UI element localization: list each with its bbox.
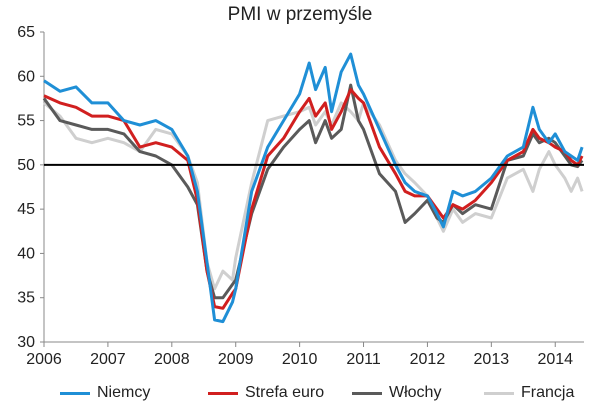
x-tick-label: 2006 [26, 351, 62, 368]
legend-label: Niemcy [97, 384, 151, 401]
y-tick-label: 60 [17, 68, 35, 85]
x-tick-label: 2011 [346, 351, 381, 368]
legend-swatch [352, 391, 382, 395]
legend-label: Strefa euro [245, 384, 325, 401]
x-tick-label: 2007 [90, 351, 126, 368]
series-line [43, 101, 584, 291]
y-tick-label: 30 [17, 334, 35, 351]
legend-swatch [60, 391, 90, 395]
x-tick-label: 2009 [218, 351, 254, 368]
y-tick-label: 55 [17, 113, 35, 130]
y-tick-label: 45 [17, 201, 35, 218]
chart-title: PMI w przemyśle [227, 4, 373, 25]
x-tick-label: 2008 [154, 351, 190, 368]
legend-swatch [208, 391, 238, 395]
x-tick-label: 2010 [282, 351, 318, 368]
legend-item: Strefa euro [208, 384, 324, 402]
y-tick-label: 35 [17, 290, 35, 307]
legend-label: Francja [521, 384, 575, 401]
y-tick-label: 40 [17, 245, 35, 262]
legend-item: Niemcy [60, 384, 150, 402]
y-tick-label: 50 [17, 157, 35, 174]
series-line [43, 88, 584, 310]
x-tick-label: 2014 [537, 351, 573, 368]
legend-item: Francja [484, 384, 574, 402]
x-tick-label: 2013 [474, 351, 510, 368]
y-tick-label: 65 [17, 24, 35, 41]
x-tick-label: 2012 [410, 351, 446, 368]
legend-item: Włochy [352, 384, 441, 402]
legend-label: Włochy [389, 384, 442, 401]
series-line [43, 52, 584, 324]
chart-legend: Niemcy Strefa euro Włochy Francja [0, 384, 600, 408]
legend-swatch [484, 391, 514, 395]
